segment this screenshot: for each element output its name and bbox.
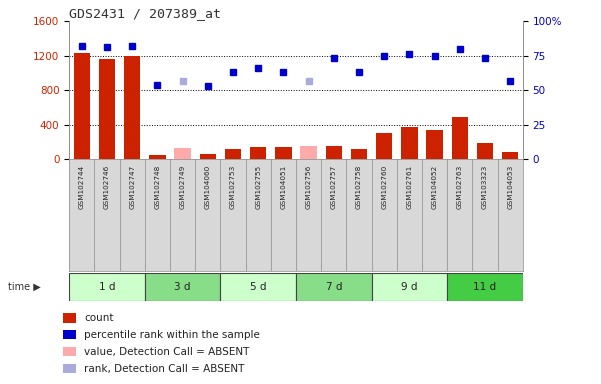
Bar bbox=[502, 152, 519, 159]
Bar bbox=[200, 154, 216, 159]
Bar bbox=[401, 127, 418, 159]
Bar bbox=[275, 147, 291, 159]
Bar bbox=[452, 117, 468, 159]
Bar bbox=[73, 53, 90, 159]
Text: GSM102755: GSM102755 bbox=[255, 165, 261, 209]
Text: GSM102756: GSM102756 bbox=[305, 165, 311, 209]
Bar bbox=[124, 56, 140, 159]
Text: 5 d: 5 d bbox=[250, 282, 266, 292]
Bar bbox=[225, 149, 241, 159]
Text: 3 d: 3 d bbox=[174, 282, 191, 292]
Text: percentile rank within the sample: percentile rank within the sample bbox=[84, 330, 260, 340]
Bar bbox=[371, 273, 447, 301]
Text: GSM104051: GSM104051 bbox=[281, 165, 287, 209]
Text: GSM104053: GSM104053 bbox=[507, 165, 513, 209]
Bar bbox=[69, 273, 145, 301]
Bar bbox=[145, 273, 221, 301]
Text: time ▶: time ▶ bbox=[8, 282, 40, 292]
Bar bbox=[174, 148, 191, 159]
Bar bbox=[300, 146, 317, 159]
Text: GSM102761: GSM102761 bbox=[406, 165, 412, 209]
Bar bbox=[63, 330, 76, 339]
Text: 11 d: 11 d bbox=[474, 282, 496, 292]
Bar bbox=[63, 313, 76, 323]
Text: rank, Detection Call = ABSENT: rank, Detection Call = ABSENT bbox=[84, 364, 245, 374]
Bar bbox=[99, 59, 115, 159]
Text: 9 d: 9 d bbox=[401, 282, 418, 292]
Text: GDS2431 / 207389_at: GDS2431 / 207389_at bbox=[69, 7, 221, 20]
Text: GSM102746: GSM102746 bbox=[104, 165, 110, 209]
Bar bbox=[447, 273, 523, 301]
Text: GSM102757: GSM102757 bbox=[331, 165, 337, 209]
Bar bbox=[221, 273, 296, 301]
Bar bbox=[427, 130, 443, 159]
Bar bbox=[376, 134, 392, 159]
Text: GSM102753: GSM102753 bbox=[230, 165, 236, 209]
Text: GSM102760: GSM102760 bbox=[381, 165, 387, 209]
Bar bbox=[250, 147, 266, 159]
Text: GSM102748: GSM102748 bbox=[154, 165, 160, 209]
Text: GSM102747: GSM102747 bbox=[129, 165, 135, 209]
Bar bbox=[63, 347, 76, 356]
Bar bbox=[296, 273, 371, 301]
Text: 1 d: 1 d bbox=[99, 282, 115, 292]
Text: GSM104052: GSM104052 bbox=[432, 165, 438, 209]
Text: GSM102749: GSM102749 bbox=[180, 165, 186, 209]
Bar bbox=[351, 149, 367, 159]
Text: 7 d: 7 d bbox=[326, 282, 342, 292]
Text: value, Detection Call = ABSENT: value, Detection Call = ABSENT bbox=[84, 347, 249, 357]
Text: GSM102758: GSM102758 bbox=[356, 165, 362, 209]
Bar bbox=[63, 364, 76, 373]
Bar bbox=[477, 143, 493, 159]
Bar bbox=[326, 146, 342, 159]
Text: GSM102744: GSM102744 bbox=[79, 165, 85, 209]
Text: count: count bbox=[84, 313, 114, 323]
Text: GSM104060: GSM104060 bbox=[205, 165, 211, 209]
Bar bbox=[149, 155, 165, 159]
Text: GSM102763: GSM102763 bbox=[457, 165, 463, 209]
Text: GSM103323: GSM103323 bbox=[482, 165, 488, 209]
